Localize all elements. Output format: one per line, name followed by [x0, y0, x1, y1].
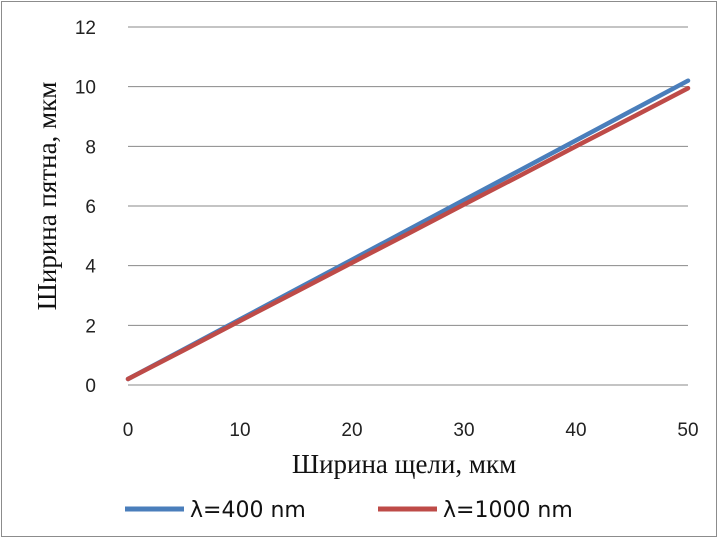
y-tick-label: 6 — [85, 197, 96, 218]
series-lines — [125, 78, 691, 382]
x-tick-labels: 0 10 20 30 40 50 — [123, 420, 699, 441]
y-tick-label: 4 — [85, 257, 96, 278]
x-axis-title: Ширина щели, мкм — [292, 449, 516, 479]
series-line-1 — [125, 85, 691, 382]
y-tick-labels: 0 2 4 6 8 10 12 — [75, 18, 97, 397]
legend-label-400nm: λ=400 nm — [190, 498, 306, 523]
gridlines — [128, 26, 688, 386]
x-tick-label: 20 — [341, 420, 362, 441]
legend: λ=400 nm λ=1000 nm — [125, 498, 573, 523]
x-tick-label: 10 — [229, 420, 250, 441]
legend-label-1000nm: λ=1000 nm — [443, 498, 573, 523]
y-tick-label: 2 — [85, 316, 96, 337]
x-tick-label: 40 — [565, 420, 586, 441]
x-tick-label: 30 — [453, 420, 474, 441]
x-tick-label: 50 — [677, 420, 698, 441]
x-tick-label: 0 — [123, 420, 134, 441]
y-tick-label: 10 — [75, 78, 96, 99]
y-tick-label: 8 — [85, 137, 96, 158]
y-axis-title: Ширина пятна, мкм — [32, 82, 62, 311]
y-tick-label: 0 — [85, 376, 96, 397]
y-tick-label: 12 — [75, 18, 96, 39]
